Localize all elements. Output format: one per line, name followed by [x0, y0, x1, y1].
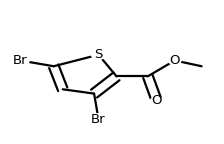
Circle shape [151, 97, 163, 105]
Circle shape [168, 56, 181, 65]
Text: O: O [170, 54, 180, 67]
Text: Br: Br [91, 113, 106, 126]
Circle shape [91, 50, 106, 59]
Circle shape [11, 55, 29, 66]
Text: Br: Br [13, 54, 28, 67]
Text: O: O [152, 94, 162, 107]
Circle shape [90, 114, 108, 125]
Text: S: S [94, 48, 103, 61]
